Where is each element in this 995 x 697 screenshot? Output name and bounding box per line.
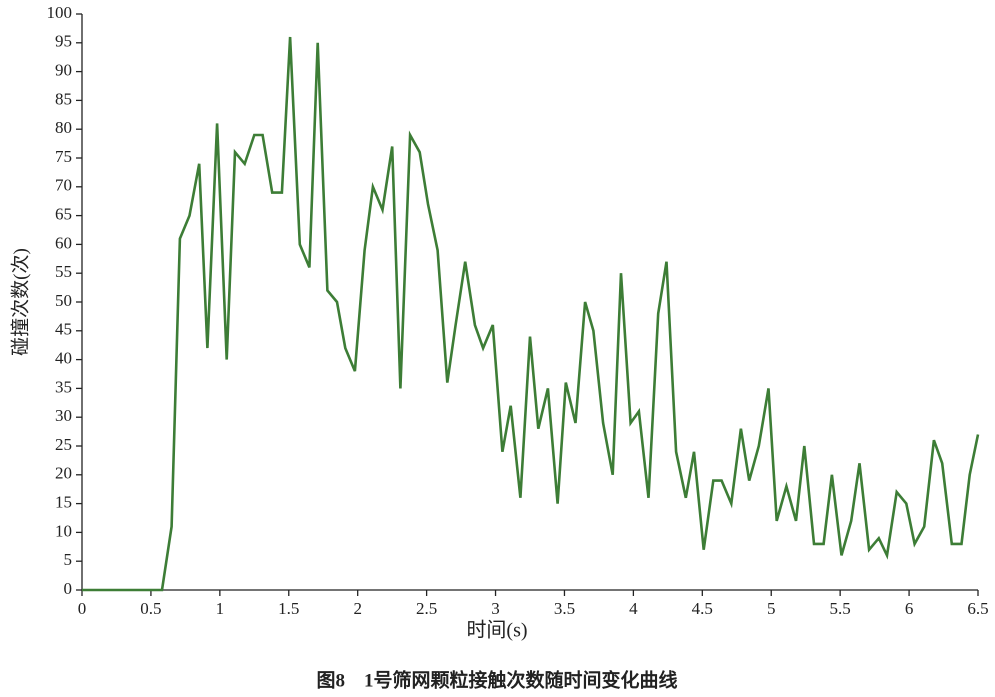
x-axis-label: 时间(s) [466, 619, 527, 642]
y-tick-label: 5 [64, 550, 73, 569]
y-tick-label: 65 [55, 205, 72, 224]
y-tick-label: 95 [55, 32, 72, 51]
x-tick-label: 4 [629, 599, 638, 618]
y-tick-label: 0 [64, 579, 73, 598]
x-tick-label: 0.5 [140, 599, 161, 618]
x-tick-label: 6.5 [967, 599, 988, 618]
y-tick-label: 40 [55, 349, 72, 368]
x-tick-label: 2.5 [416, 599, 437, 618]
y-tick-label: 75 [55, 147, 72, 166]
y-tick-label: 45 [55, 320, 72, 339]
x-tick-label: 2 [353, 599, 362, 618]
y-tick-label: 25 [55, 435, 72, 454]
x-tick-label: 0 [78, 599, 87, 618]
y-tick-label: 90 [55, 61, 72, 80]
y-tick-label: 100 [47, 3, 73, 22]
x-tick-label: 3.5 [554, 599, 575, 618]
y-tick-label: 10 [55, 521, 72, 540]
caption: 图8 1号筛网颗粒接触次数随时间变化曲线 [316, 668, 677, 691]
y-tick-label: 60 [55, 233, 72, 252]
y-tick-label: 30 [55, 406, 72, 425]
x-tick-label: 1.5 [278, 599, 299, 618]
data-line [82, 36, 980, 592]
x-tick-label: 5 [767, 599, 776, 618]
y-tick-label: 35 [55, 377, 72, 396]
y-tick-label: 80 [55, 118, 72, 137]
y-tick-label: 70 [55, 176, 72, 195]
x-tick-label: 6 [905, 599, 914, 618]
y-tick-label: 55 [55, 262, 72, 281]
x-tick-label: 5.5 [830, 599, 851, 618]
x-tick-label: 3 [491, 599, 500, 618]
y-tick-label: 50 [55, 291, 72, 310]
y-tick-label: 85 [55, 89, 72, 108]
y-axis-label: 碰撞次数(次) [9, 248, 31, 356]
x-tick-label: 1 [216, 599, 225, 618]
y-tick-label: 15 [55, 493, 72, 512]
y-tick-label: 20 [55, 464, 72, 483]
x-tick-label: 4.5 [692, 599, 713, 618]
